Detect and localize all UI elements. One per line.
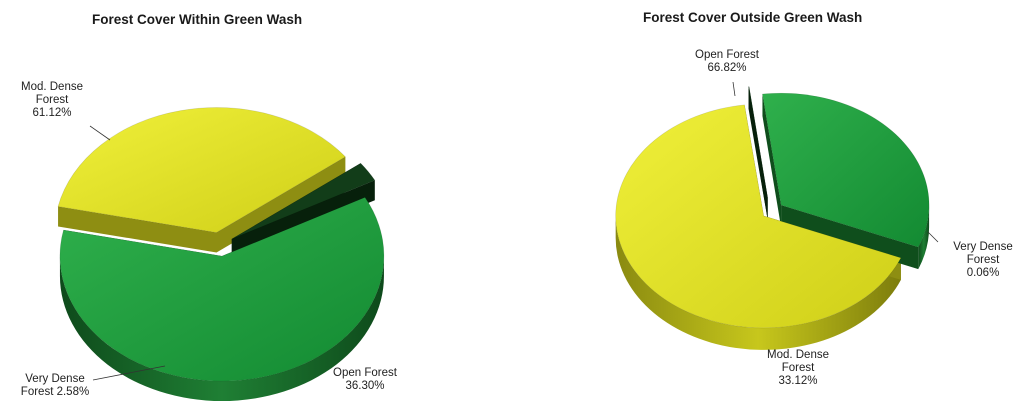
slice-open-forest bbox=[57, 107, 346, 233]
slice-label-mod-dense-forest: Mod. Dense Forest 33.12% bbox=[767, 349, 829, 387]
slice-very-dense-forest bbox=[231, 162, 376, 240]
slice-wall-very-dense-forest-1 bbox=[749, 86, 768, 220]
slice-side-mod-dense-forest bbox=[59, 256, 384, 402]
slice-open-forest bbox=[615, 104, 902, 329]
slice-label-open-forest: Open Forest 66.82% bbox=[695, 49, 760, 74]
leader-line-open-forest bbox=[732, 81, 736, 97]
slice-side-open-forest bbox=[615, 215, 901, 350]
leader-line-very-dense-forest bbox=[927, 231, 939, 243]
slice-wall-open-forest-0 bbox=[58, 206, 217, 253]
leader-line-very-dense-forest bbox=[92, 365, 166, 381]
pie-outside-green-wash bbox=[615, 86, 930, 350]
slice-wall-mod-dense-forest-0 bbox=[762, 94, 782, 228]
slice-labels: Mod. Dense Forest 61.12% Open Forest 36.30% V… bbox=[21, 49, 1013, 398]
slice-wall-open-forest-1 bbox=[216, 156, 346, 253]
slice-label-very-dense-forest: Very Dense Forest 0.06% bbox=[953, 241, 1012, 279]
slice-mod-dense-forest bbox=[762, 92, 930, 248]
pie-within-green-wash bbox=[57, 107, 385, 402]
slice-very-dense-forest bbox=[748, 86, 768, 198]
slice-label-mod-dense-forest: Mod. Dense Forest 61.12% bbox=[21, 81, 83, 119]
leader-line-mod-dense-forest bbox=[89, 125, 111, 141]
slice-side-mod-dense-forest bbox=[918, 205, 930, 270]
chart-title-outside: Forest Cover Outside Green Wash bbox=[643, 10, 863, 25]
slice-label-very-dense-forest: Very Dense Forest 2.58% bbox=[21, 373, 89, 398]
slice-mod-dense-forest bbox=[59, 197, 385, 382]
slice-label-open-forest: Open Forest 36.30% bbox=[333, 367, 398, 392]
chart-title-within: Forest Cover Within Green Wash bbox=[92, 12, 303, 27]
